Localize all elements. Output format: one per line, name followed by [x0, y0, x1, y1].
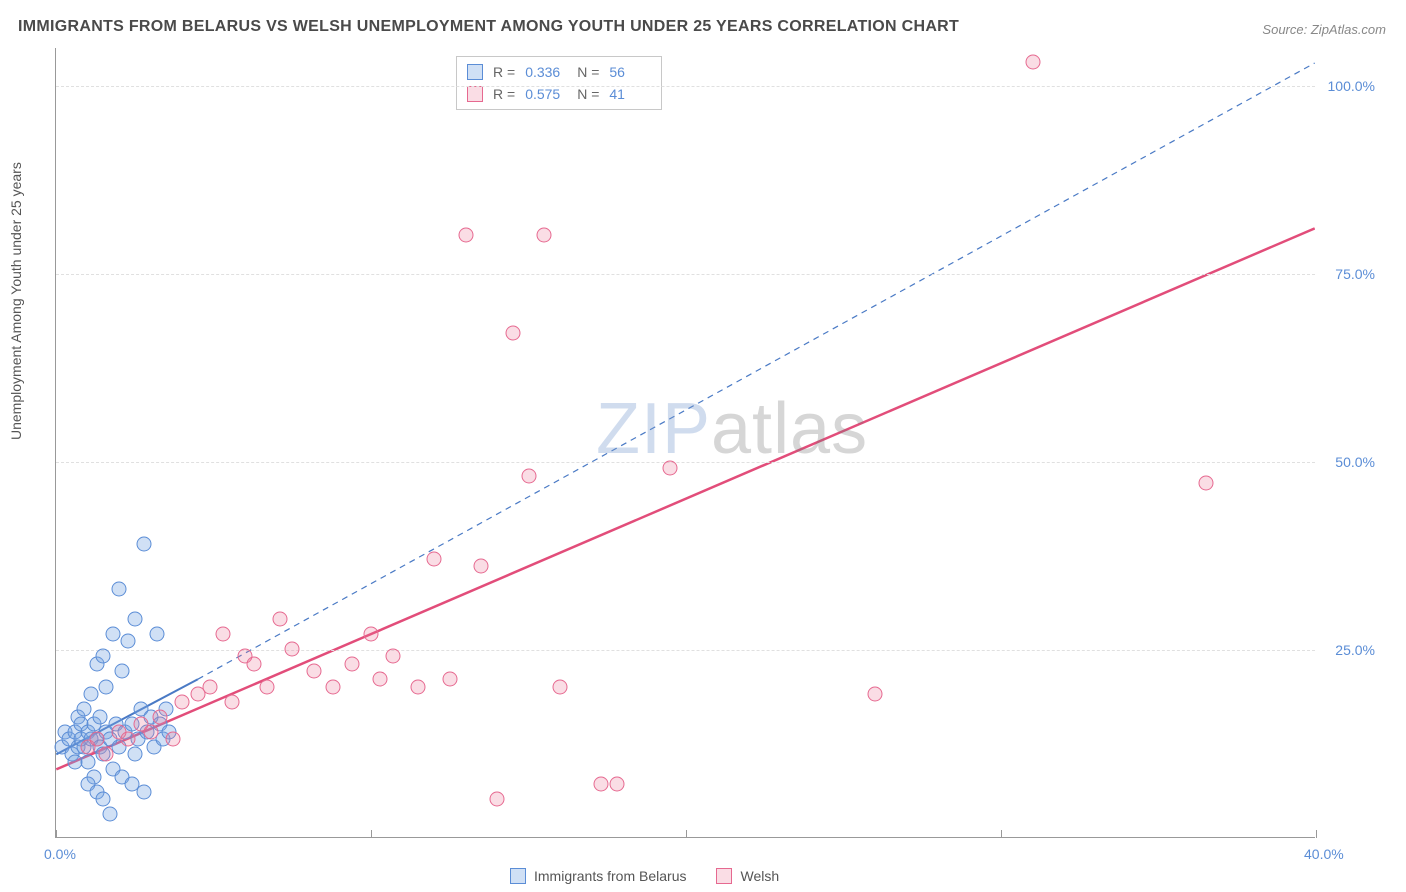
x-tick	[371, 830, 372, 838]
x-tick	[1001, 830, 1002, 838]
data-point-welsh	[326, 679, 341, 694]
data-point-belarus	[137, 536, 152, 551]
n-value-belarus: 56	[609, 64, 651, 80]
data-point-welsh	[868, 687, 883, 702]
data-point-welsh	[442, 672, 457, 687]
data-point-welsh	[458, 228, 473, 243]
data-point-belarus	[93, 709, 108, 724]
plot-area: ZIPatlas R = 0.336 N = 56 R = 0.575 N = …	[55, 48, 1315, 838]
legend-item-welsh: Welsh	[716, 868, 779, 884]
legend-row-belarus: R = 0.336 N = 56	[467, 61, 651, 83]
data-point-welsh	[373, 672, 388, 687]
n-label: N =	[577, 64, 599, 80]
data-point-welsh	[386, 649, 401, 664]
data-point-welsh	[663, 461, 678, 476]
data-point-welsh	[553, 679, 568, 694]
watermark: ZIPatlas	[596, 388, 868, 470]
x-tick-label: 0.0%	[44, 846, 76, 862]
data-point-welsh	[165, 732, 180, 747]
data-point-welsh	[121, 732, 136, 747]
data-point-belarus	[121, 634, 136, 649]
gridline	[56, 274, 1315, 275]
source-label: Source:	[1262, 22, 1307, 37]
data-point-welsh	[143, 724, 158, 739]
data-point-welsh	[490, 792, 505, 807]
data-point-belarus	[112, 581, 127, 596]
y-tick-label: 25.0%	[1335, 642, 1375, 658]
data-point-welsh	[345, 656, 360, 671]
x-tick	[56, 830, 57, 838]
swatch-belarus	[510, 868, 526, 884]
data-point-belarus	[96, 792, 111, 807]
data-point-welsh	[609, 777, 624, 792]
data-point-welsh	[593, 777, 608, 792]
swatch-welsh	[716, 868, 732, 884]
data-point-belarus	[149, 626, 164, 641]
x-tick-label: 40.0%	[1304, 846, 1344, 862]
data-point-belarus	[105, 626, 120, 641]
data-point-welsh	[225, 694, 240, 709]
n-value-welsh: 41	[609, 86, 651, 102]
legend-label-welsh: Welsh	[740, 868, 779, 884]
gridline	[56, 462, 1315, 463]
x-tick	[686, 830, 687, 838]
r-label: R =	[493, 64, 515, 80]
chart-title: IMMIGRANTS FROM BELARUS VS WELSH UNEMPLO…	[18, 18, 959, 36]
data-point-welsh	[537, 228, 552, 243]
data-point-belarus	[96, 649, 111, 664]
data-point-welsh	[203, 679, 218, 694]
data-point-belarus	[83, 687, 98, 702]
data-point-welsh	[99, 747, 114, 762]
swatch-welsh	[467, 86, 483, 102]
data-point-welsh	[505, 325, 520, 340]
source-attribution: Source: ZipAtlas.com	[1262, 22, 1386, 37]
data-point-belarus	[77, 702, 92, 717]
data-point-welsh	[260, 679, 275, 694]
data-point-welsh	[152, 709, 167, 724]
y-tick-label: 50.0%	[1335, 454, 1375, 470]
y-tick-label: 75.0%	[1335, 266, 1375, 282]
data-point-belarus	[80, 754, 95, 769]
data-point-welsh	[1025, 55, 1040, 70]
r-label: R =	[493, 86, 515, 102]
x-tick	[1316, 830, 1317, 838]
data-point-welsh	[272, 611, 287, 626]
legend-label-belarus: Immigrants from Belarus	[534, 868, 686, 884]
y-axis-label: Unemployment Among Youth under 25 years	[8, 162, 24, 440]
source-name: ZipAtlas.com	[1311, 22, 1386, 37]
legend-item-belarus: Immigrants from Belarus	[510, 868, 686, 884]
data-point-welsh	[247, 656, 262, 671]
data-point-welsh	[521, 468, 536, 483]
data-point-welsh	[427, 551, 442, 566]
watermark-zip: ZIP	[596, 389, 711, 469]
y-tick-label: 100.0%	[1328, 78, 1375, 94]
data-point-welsh	[215, 626, 230, 641]
series-legend: Immigrants from Belarus Welsh	[510, 868, 779, 884]
gridline	[56, 86, 1315, 87]
data-point-welsh	[307, 664, 322, 679]
data-point-welsh	[175, 694, 190, 709]
r-value-belarus: 0.336	[525, 64, 567, 80]
correlation-legend: R = 0.336 N = 56 R = 0.575 N = 41	[456, 56, 662, 110]
data-point-welsh	[411, 679, 426, 694]
data-point-belarus	[127, 611, 142, 626]
swatch-belarus	[467, 64, 483, 80]
data-point-welsh	[474, 559, 489, 574]
watermark-atlas: atlas	[711, 389, 868, 469]
data-point-belarus	[127, 747, 142, 762]
data-point-welsh	[285, 641, 300, 656]
data-point-welsh	[89, 732, 104, 747]
data-point-welsh	[1198, 476, 1213, 491]
data-point-belarus	[99, 679, 114, 694]
data-point-belarus	[137, 784, 152, 799]
r-value-welsh: 0.575	[525, 86, 567, 102]
n-label: N =	[577, 86, 599, 102]
data-point-belarus	[102, 807, 117, 822]
data-point-belarus	[115, 664, 130, 679]
trend-lines	[56, 48, 1315, 837]
data-point-welsh	[364, 626, 379, 641]
